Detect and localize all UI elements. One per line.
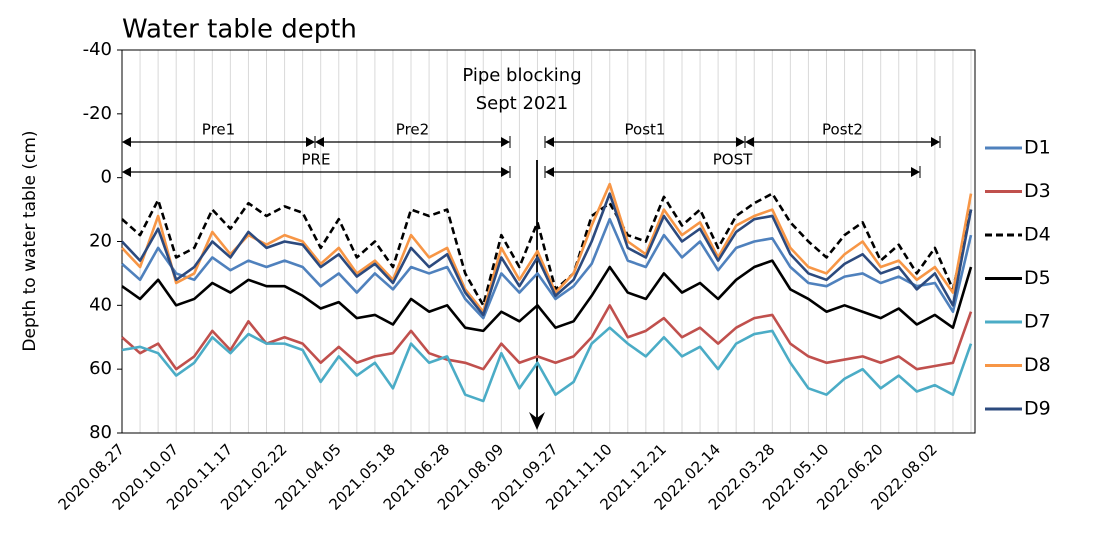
legend-label: D1 — [1024, 137, 1051, 159]
legend-label: D3 — [1024, 180, 1051, 202]
period-label: Pre1 — [202, 121, 235, 139]
y-tick-label: 20 — [89, 231, 112, 252]
period-label: Post1 — [625, 121, 666, 139]
chart-title: Water table depth — [122, 15, 357, 45]
y-tick-label: 40 — [89, 294, 112, 315]
legend-label: D4 — [1024, 224, 1051, 246]
event-arrow-head — [529, 412, 545, 430]
y-tick-label: -40 — [83, 39, 112, 60]
y-axis-label: Depth to water table (cm) — [20, 130, 40, 351]
period-label: PRE — [302, 151, 331, 169]
period-label: Pre2 — [396, 121, 429, 139]
data-line — [121, 192, 973, 317]
y-tick-label: 60 — [89, 358, 112, 379]
data-line — [121, 304, 973, 371]
period-label: Post2 — [822, 121, 863, 139]
event-label: Sept 2021 — [476, 93, 569, 114]
legend-label: D5 — [1024, 267, 1051, 289]
data-line — [121, 259, 973, 333]
y-tick-label: 0 — [101, 167, 112, 188]
y-tick-label: 80 — [89, 422, 112, 443]
data-line — [121, 182, 973, 314]
period-label: POST — [713, 151, 753, 169]
data-line — [121, 192, 973, 307]
legend-label: D8 — [1024, 354, 1051, 376]
y-tick-label: -20 — [83, 103, 112, 124]
legend-label: D7 — [1024, 311, 1051, 333]
legend-label: D9 — [1024, 398, 1051, 420]
event-label: Pipe blocking — [462, 65, 581, 86]
data-line — [121, 217, 973, 320]
data-line — [121, 326, 973, 403]
